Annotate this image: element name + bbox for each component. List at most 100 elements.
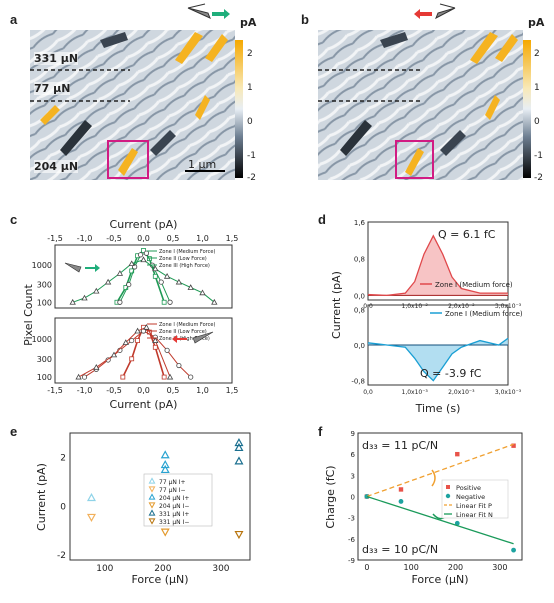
c-point <box>104 278 112 285</box>
e-legend-marker <box>148 493 156 500</box>
c-legend-entry: Zone III (High Force) <box>159 263 210 269</box>
d-xtick-label: 2,0x10⁻³ <box>448 303 475 310</box>
c-point <box>137 252 144 258</box>
f-point <box>398 487 404 492</box>
c-point <box>122 339 129 345</box>
c-series-line <box>122 326 165 378</box>
e-ytick-label: -2 <box>57 551 66 561</box>
panel-label-e: e <box>10 424 18 439</box>
c-point <box>126 281 132 288</box>
e-point <box>160 464 170 474</box>
f-axes-box <box>357 432 523 561</box>
f-ytick-label: 6 <box>351 451 356 459</box>
c-point <box>120 374 126 380</box>
e-legend-entry: 331 μN I+ <box>159 511 189 518</box>
c-ytick-label: 1000 <box>32 335 52 344</box>
f-ytick-label: 9 <box>351 430 355 438</box>
e-ytick-label: 2 <box>60 453 66 463</box>
c-bottom-tick-label: 0,5 <box>167 386 180 395</box>
c-top-tick-label: -0,5 <box>106 234 122 243</box>
e-legend-marker <box>148 509 156 516</box>
c-point <box>188 374 194 380</box>
c-bottom-tick-label: -1,0 <box>77 386 93 395</box>
panel-label-c: c <box>10 212 18 227</box>
c-top-tick-label: 0,0 <box>137 234 150 243</box>
afm-tip-icon-c-bottom <box>192 331 214 344</box>
f-fit-line <box>366 443 514 498</box>
d-axes-box-0 <box>367 221 509 301</box>
c-point <box>164 347 170 353</box>
c-bottom-tick-label: -0,5 <box>106 386 122 395</box>
d-ytick-label: 0,0 <box>354 292 365 300</box>
colorbar-unit-b: pA <box>528 16 545 29</box>
c-point <box>161 299 167 305</box>
c-series-line <box>84 330 192 378</box>
f-ytick-label: 0 <box>351 494 355 502</box>
afm-tip-icon-a <box>187 3 211 19</box>
force-label-77: 77 μN <box>34 82 71 95</box>
c-point <box>110 351 118 358</box>
c-point <box>199 289 206 296</box>
f-ytick-label: 3 <box>351 472 355 480</box>
c-top-axis-title: Current (pA) <box>110 218 178 231</box>
c-point <box>93 287 100 294</box>
c-top-tick-label: 1,5 <box>226 234 239 243</box>
f-legend-marker <box>445 493 451 499</box>
arrow-right-icon <box>212 9 230 19</box>
e-legend-box <box>143 473 213 527</box>
d-ytick-label: 0,0 <box>354 342 365 350</box>
d-area-fill <box>368 235 508 296</box>
f-legend-entry: Positive <box>456 484 481 492</box>
c-point <box>143 323 150 330</box>
d-xtick-label: 2,0x10⁻³ <box>448 389 475 396</box>
c-point <box>143 250 150 256</box>
c-legend-entry: Zone II (Low Force) <box>159 329 207 335</box>
f-point <box>455 451 460 457</box>
c-ytick-label: 100 <box>37 373 52 382</box>
afm-tip-icon-b <box>435 3 456 20</box>
d-annotation: Q = 6.1 fC <box>438 228 496 241</box>
c-legend-entry: Zone II (Low Force) <box>159 256 207 262</box>
c-point <box>152 265 159 272</box>
c-point <box>175 278 183 285</box>
arrow-right-icon <box>85 264 100 272</box>
c-point <box>135 338 141 343</box>
f-point <box>398 499 404 504</box>
c-point <box>211 298 218 305</box>
c-point <box>158 279 164 285</box>
e-ylabel: Current (pA) <box>35 463 48 531</box>
c-legend-entry: Zone I (Medium Force) <box>159 322 215 328</box>
afm-streaks-b <box>340 32 518 176</box>
c-point <box>117 299 123 305</box>
e-xtick-label: 300 <box>212 564 229 574</box>
colorbar-ticks-a: 2 1 0 -1 -2 <box>247 49 256 183</box>
f-ytick-label: -3 <box>348 515 355 523</box>
force-label-204: 204 μN <box>34 160 79 173</box>
f-xtick-label: 300 <box>492 563 507 572</box>
c-point <box>129 337 135 344</box>
e-xlabel: Force (μN) <box>131 573 188 586</box>
d-ytick-label: 0,8 <box>354 306 365 314</box>
c-series-line <box>119 252 171 303</box>
f-annotation-top: d₃₃ = 11 pC/N <box>362 439 438 452</box>
c-point <box>129 356 135 362</box>
panel-label-b: b <box>301 12 309 27</box>
d-xtick-label: 3,0x10⁻³ <box>495 389 522 396</box>
d-ytick-label: -0,8 <box>351 378 365 386</box>
scalebar-label: 1 μm <box>188 158 217 171</box>
arrow-left-icon <box>172 335 187 343</box>
c-point <box>116 270 124 276</box>
force-label-331: 331 μN <box>34 52 79 65</box>
afm-streaks-a <box>40 32 228 176</box>
c-xlabel: Current (pA) <box>110 398 178 411</box>
d-xlabel: Time (s) <box>415 402 461 415</box>
c-point <box>140 256 147 263</box>
f-point <box>454 520 460 526</box>
e-point <box>86 492 97 502</box>
e-point <box>160 450 170 459</box>
d-annotation: Q = -3.9 fC <box>420 367 482 380</box>
c-top-tick-label: 1,0 <box>196 234 209 243</box>
c-point <box>134 327 141 334</box>
c-point <box>93 363 100 370</box>
